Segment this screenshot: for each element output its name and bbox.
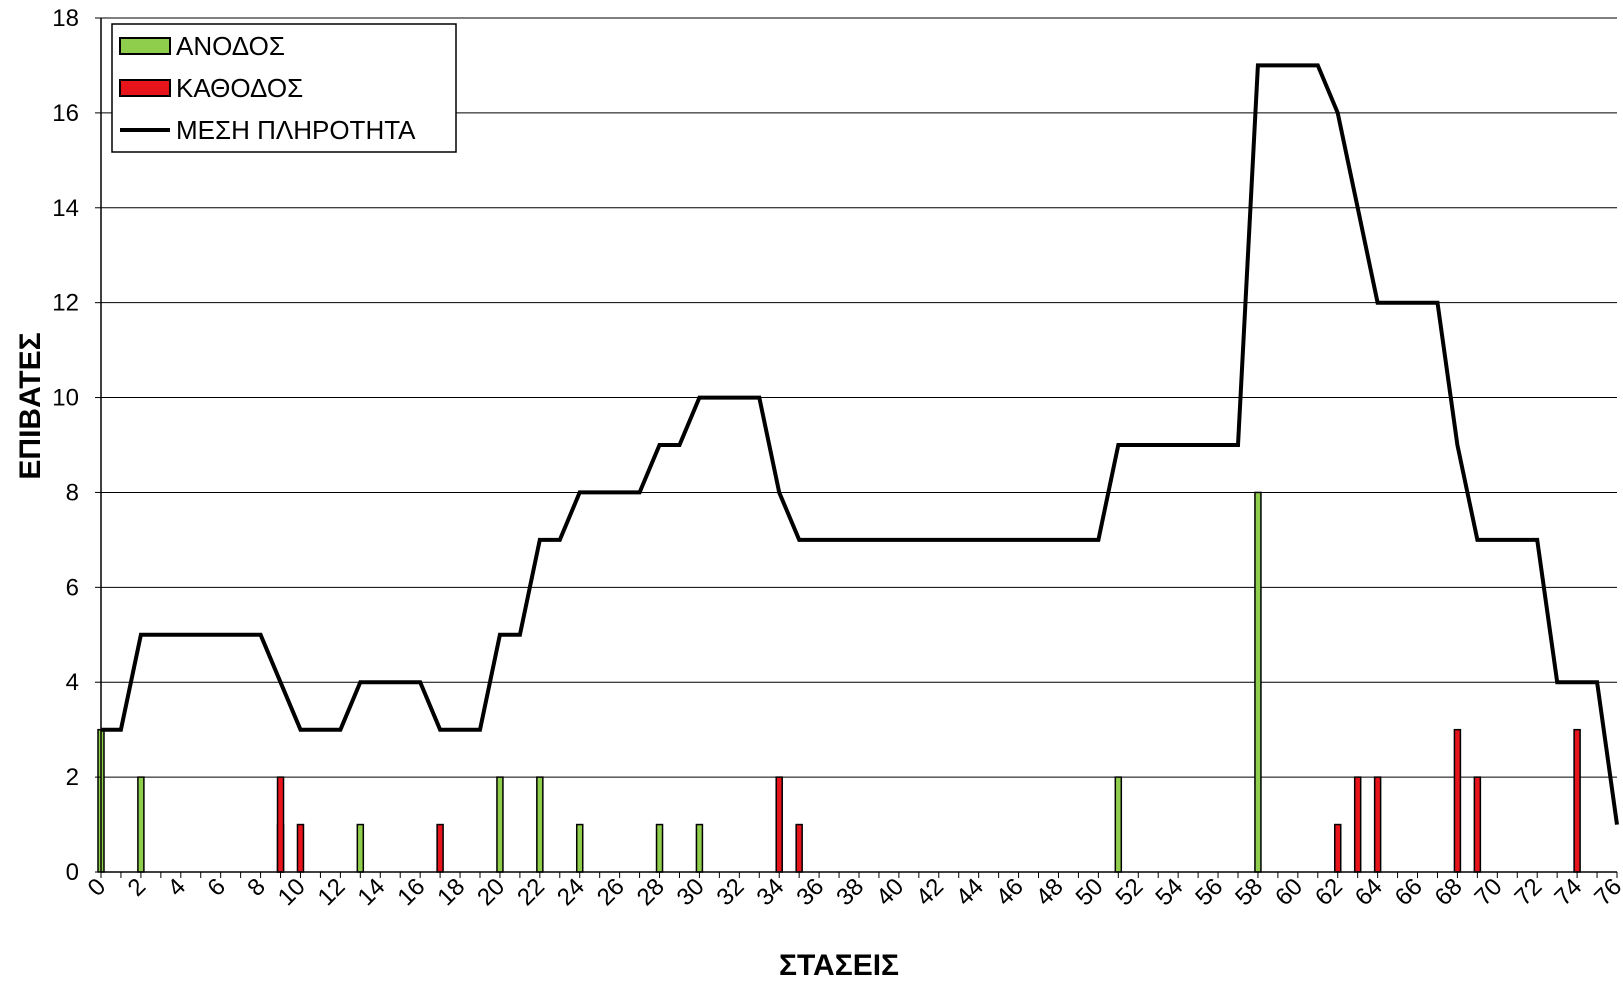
grid — [101, 17, 1617, 778]
bar — [1473, 776, 1482, 873]
legend-label-line: ΜΕΣΗ ΠΛΗΡΟΤΗΤΑ — [176, 115, 416, 145]
x-tick-label: 26 — [592, 873, 630, 911]
bar — [1373, 776, 1382, 873]
x-tick-label: 34 — [751, 873, 789, 911]
x-axis-title: ΣΤΑΣΕΙΣ — [779, 949, 899, 982]
y-tick-label: 8 — [66, 479, 79, 506]
legend-swatch-kathodos — [119, 79, 171, 97]
bar — [775, 776, 783, 873]
axes — [95, 17, 1618, 878]
bar — [496, 776, 504, 873]
x-tick-label: 30 — [672, 873, 710, 911]
bar — [655, 823, 664, 873]
legend-swatch-anodos — [119, 37, 171, 55]
y-tick-label: 4 — [66, 669, 79, 696]
bar — [137, 776, 145, 873]
bar — [536, 776, 544, 873]
bar — [795, 823, 803, 873]
bar — [1353, 776, 1362, 873]
line-layer — [101, 63, 1619, 825]
x-tick-label: 6 — [202, 873, 231, 902]
x-tick-label: 36 — [791, 873, 829, 911]
bar — [276, 776, 285, 873]
x-tick-label: 44 — [951, 873, 989, 911]
x-tick-label: 38 — [831, 873, 869, 911]
x-tick-label: 32 — [712, 873, 750, 911]
x-tick-label: 12 — [313, 873, 351, 911]
x-tick-label: 18 — [432, 873, 470, 911]
bar — [575, 823, 584, 873]
y-tick-label: 10 — [52, 385, 79, 412]
x-tick-label: 24 — [552, 873, 590, 911]
bar — [436, 823, 444, 873]
x-tick-label: 42 — [911, 873, 949, 911]
x-tick-label: 0 — [83, 873, 112, 902]
x-tick-label: 4 — [162, 873, 191, 902]
x-tick-label: 52 — [1111, 873, 1149, 911]
bar — [1453, 728, 1462, 873]
y-tick-labels: 0 2 4 6 8 10 12 14 16 18 — [52, 5, 79, 886]
x-tick-label: 20 — [472, 873, 510, 911]
x-tick-label: 54 — [1150, 873, 1188, 911]
x-tick-label: 48 — [1031, 873, 1069, 911]
x-tick-label: 70 — [1470, 873, 1508, 911]
x-tick-label: 14 — [353, 873, 391, 911]
y-tick-label: 14 — [52, 195, 79, 222]
bar — [1114, 776, 1123, 873]
bar — [1333, 823, 1342, 873]
x-tick-label: 50 — [1071, 873, 1109, 911]
bar — [1254, 491, 1262, 873]
bar — [695, 823, 704, 873]
bar — [356, 823, 365, 873]
x-tick-label: 74 — [1549, 873, 1587, 911]
x-tick-label: 66 — [1390, 873, 1428, 911]
legend-label-kathodos: ΚΑΘΟΔΟΣ — [176, 73, 303, 103]
x-tick-label: 64 — [1350, 873, 1388, 911]
x-tick-label: 62 — [1310, 873, 1348, 911]
x-tick-label: 56 — [1190, 873, 1228, 911]
y-tick-label: 16 — [52, 100, 79, 127]
x-tick-label: 76 — [1589, 873, 1623, 911]
x-tick-label: 72 — [1509, 873, 1547, 911]
x-tick-label: 16 — [392, 873, 430, 911]
y-tick-label: 0 — [66, 859, 79, 886]
x-tick-label: 46 — [991, 873, 1029, 911]
series-line — [101, 63, 1619, 825]
x-tick-label: 22 — [512, 873, 550, 911]
y-axis-title: ΕΠΙΒΑΤΕΣ — [14, 332, 47, 479]
x-tick-label: 58 — [1230, 873, 1268, 911]
x-tick-label: 2 — [123, 873, 152, 902]
bar — [296, 823, 305, 873]
legend-label-anodos: ΑΝΟΔΟΣ — [176, 31, 285, 61]
x-tick-label: 28 — [632, 873, 670, 911]
x-tick-labels: 0 2 4 6 8 10 12 14 16 18 20 22 24 26 28 30 32 34 36 38 40 42 4… — [83, 873, 1623, 911]
x-tick-label: 68 — [1430, 873, 1468, 911]
x-tick-label: 10 — [273, 873, 311, 911]
x-tick-label: 40 — [871, 873, 909, 911]
y-tick-label: 6 — [66, 574, 79, 601]
y-tick-label: 2 — [66, 764, 79, 791]
legend: ΑΝΟΔΟΣ ΚΑΘΟΔΟΣ ΜΕΣΗ ΠΛΗΡΟΤΗΤΑ — [111, 23, 457, 153]
x-tick-label: 8 — [242, 873, 271, 902]
x-tick-label: 60 — [1270, 873, 1308, 911]
y-tick-label: 18 — [52, 5, 79, 32]
bar — [1573, 728, 1581, 873]
y-tick-label: 12 — [52, 290, 79, 317]
